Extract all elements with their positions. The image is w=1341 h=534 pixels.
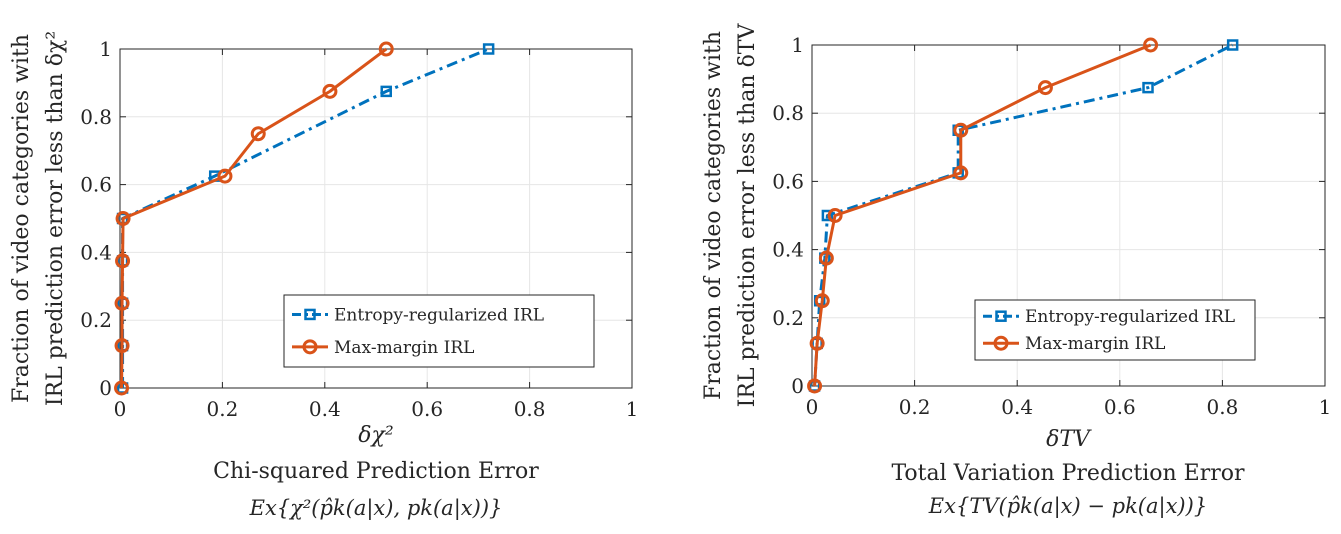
data-point-marker <box>818 250 834 266</box>
y-axis-label-line-2: IRL prediction error less than δTV <box>735 23 760 408</box>
caption-title: Total Variation Prediction Error <box>891 461 1245 486</box>
series-max-margin-irl <box>807 37 1159 394</box>
data-point-marker <box>1037 80 1053 96</box>
legend: Entropy-regularized IRL Max-margin IRL <box>283 294 595 368</box>
x-tick-label: 0.8 <box>1206 395 1238 419</box>
data-point-marker <box>827 208 843 223</box>
x-tick-label: 0 <box>806 395 819 419</box>
x-tick-label: 0.2 <box>899 395 931 419</box>
legend-entry-label: Max-margin IRL <box>1025 334 1165 354</box>
data-point-marker <box>114 338 130 354</box>
y-tick-label: 0 <box>791 374 804 398</box>
y-tick-label: 0.2 <box>772 306 804 330</box>
plot-area-frame <box>119 48 633 389</box>
data-point-marker <box>322 83 338 99</box>
caption-formula: Ex{χ²(p̂k(a|x), pk(a|x))} <box>249 496 503 521</box>
data-point-marker <box>217 168 233 184</box>
y-tick-label: 0 <box>99 376 112 400</box>
legend-marker-sample <box>993 335 1009 351</box>
x-axis-label: δTV <box>1046 427 1092 452</box>
y-axis-label-line-2: IRL prediction error less than δχ² <box>43 31 68 406</box>
x-tick-label: 1 <box>626 397 639 421</box>
x-tick-label: 0.8 <box>514 397 546 421</box>
y-axis-label-line-1: Fraction of video categories with <box>9 34 34 403</box>
legend: Entropy-regularized IRL Max-margin IRL <box>974 299 1256 361</box>
y-tick-label: 0.4 <box>80 240 112 264</box>
legend-entry-label: Entropy-regularized IRL <box>1025 307 1235 327</box>
y-axis-label-line-1: Fraction of video categories with <box>701 31 726 400</box>
caption-formula: Ex{TV(p̂k(a|x) − pk(a|x))} <box>928 494 1207 519</box>
series-line <box>120 47 388 389</box>
series-line <box>813 43 1152 387</box>
data-point-marker <box>115 253 131 269</box>
data-point-marker <box>250 126 266 142</box>
data-point-marker <box>809 335 825 351</box>
data-point-marker <box>380 85 392 98</box>
data-point-marker <box>807 378 823 394</box>
y-tick-label: 0.8 <box>80 105 112 129</box>
chart-panel-1: 0 0.2 0.4 0.6 0.8 1 0 0.2 0.4 0.6 0.8 1 Entropy-regu… <box>9 31 638 521</box>
data-point-marker <box>378 41 394 57</box>
series-max-margin-irl <box>114 41 394 396</box>
data-point-marker <box>814 293 830 309</box>
legend-box <box>974 299 1256 361</box>
y-tick-label: 0.2 <box>80 308 112 332</box>
data-point-marker <box>115 211 131 226</box>
x-tick-label: 1 <box>1319 395 1332 419</box>
plot-area-frame <box>811 44 1326 387</box>
y-tick-label: 1 <box>791 33 804 57</box>
y-tick-label: 1 <box>99 37 112 61</box>
data-point-marker <box>482 43 495 55</box>
chart-panel-2: 0 0.2 0.4 0.6 0.8 1 0 0.2 0.4 0.6 0.8 1 Entropy-regu… <box>701 23 1331 519</box>
data-point-marker <box>821 209 834 222</box>
legend-marker-sample <box>302 339 318 355</box>
data-point-marker <box>953 165 969 181</box>
y-tick-label: 0.8 <box>772 101 804 125</box>
data-point-marker <box>1143 37 1159 53</box>
data-point-marker <box>114 380 130 396</box>
legend-marker-sample <box>995 310 1007 322</box>
caption-title: Chi-squared Prediction Error <box>213 459 539 484</box>
x-tick-label: 0 <box>114 397 127 421</box>
data-point-marker <box>114 295 130 311</box>
legend-box <box>283 294 595 368</box>
legend-marker-sample <box>304 308 316 321</box>
x-tick-label: 0.4 <box>309 397 341 421</box>
y-tick-label: 0.6 <box>80 173 112 197</box>
legend-entry-label: Entropy-regularized IRL <box>334 305 544 325</box>
y-tick-label: 0.4 <box>772 238 804 262</box>
data-point-marker <box>953 122 969 138</box>
x-tick-label: 0.6 <box>1104 395 1136 419</box>
y-tick-label: 0.6 <box>772 169 804 193</box>
data-point-marker <box>1226 39 1239 51</box>
x-axis-label: δχ² <box>358 423 393 448</box>
x-tick-label: 0.4 <box>1001 395 1033 419</box>
legend-entry-label: Max-margin IRL <box>334 338 474 358</box>
x-tick-label: 0.6 <box>411 397 443 421</box>
data-point-marker <box>1142 81 1154 94</box>
x-tick-label: 0.2 <box>206 397 238 421</box>
